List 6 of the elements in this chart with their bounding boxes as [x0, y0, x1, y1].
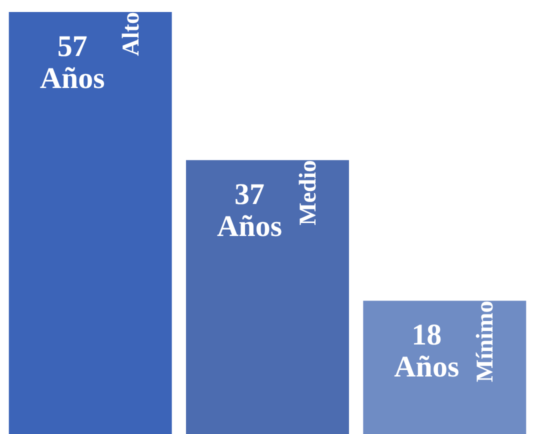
data-label: 57 Años [40, 30, 105, 95]
data-label: 37 Años [216, 178, 282, 244]
x-tick-label: Medio [296, 160, 322, 226]
data-label: 18 Años [394, 318, 460, 384]
x-tick-label: Mínimo [472, 300, 499, 382]
x-tick-label: Alto [118, 12, 144, 56]
